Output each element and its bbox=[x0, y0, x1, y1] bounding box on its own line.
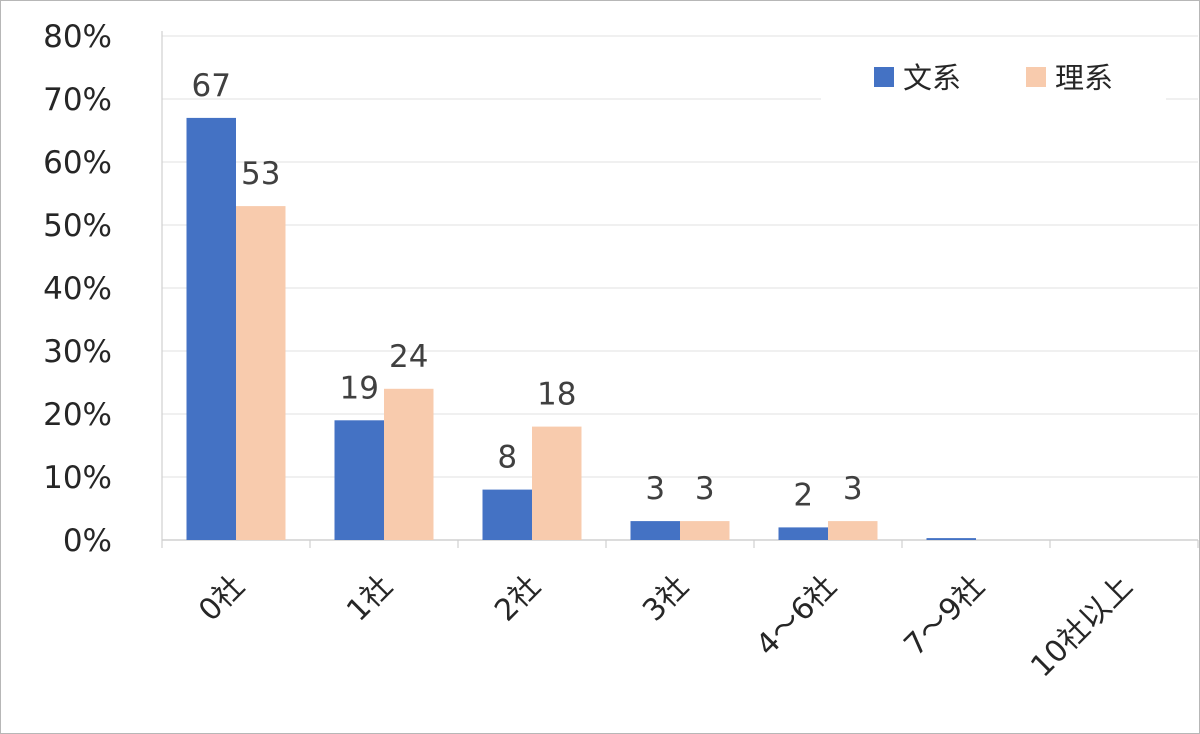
bar-理系 bbox=[236, 206, 286, 540]
y-tick-label: 70% bbox=[43, 82, 112, 118]
bar-理系 bbox=[828, 521, 878, 540]
bar-文系 bbox=[482, 489, 532, 540]
y-tick-label: 20% bbox=[43, 397, 112, 433]
data-label: 18 bbox=[537, 377, 576, 413]
y-tick-label: 80% bbox=[43, 19, 112, 55]
data-label: 3 bbox=[645, 471, 665, 507]
bar-文系 bbox=[926, 538, 976, 540]
x-category-label: 10社以上 bbox=[1024, 569, 1139, 684]
legend-label: 文系 bbox=[903, 61, 961, 95]
y-tick-label: 50% bbox=[43, 208, 112, 244]
bar-理系 bbox=[680, 521, 730, 540]
x-category-label: 7～9社 bbox=[897, 569, 991, 663]
data-label: 3 bbox=[695, 471, 715, 507]
data-label: 19 bbox=[340, 370, 379, 406]
gridlines bbox=[162, 35, 1198, 478]
bar-文系 bbox=[334, 420, 384, 540]
bar-文系 bbox=[630, 521, 680, 540]
x-category-label: 4～6社 bbox=[749, 569, 843, 663]
y-tick-label: 10% bbox=[43, 460, 112, 496]
x-category-label: 1社 bbox=[340, 569, 399, 628]
legend-label: 理系 bbox=[1055, 61, 1113, 95]
x-category-label: 0社 bbox=[192, 569, 251, 628]
bar-理系 bbox=[532, 426, 582, 540]
data-label: 2 bbox=[793, 477, 813, 513]
bar-文系 bbox=[186, 117, 236, 541]
legend: 文系 理系 bbox=[821, 51, 1166, 109]
x-category-label: 3社 bbox=[636, 569, 695, 628]
x-category-label: 2社 bbox=[488, 569, 547, 628]
bars bbox=[186, 117, 976, 541]
bar-理系 bbox=[384, 388, 434, 540]
y-tick-label: 40% bbox=[43, 271, 112, 307]
data-label: 53 bbox=[241, 156, 280, 192]
y-tick-label: 60% bbox=[43, 145, 112, 181]
data-label: 67 bbox=[192, 68, 231, 104]
legend-swatch bbox=[874, 67, 894, 87]
data-label: 24 bbox=[389, 339, 428, 375]
legend-swatch bbox=[1026, 67, 1046, 87]
y-tick-label: 0% bbox=[63, 523, 112, 559]
legend-box bbox=[821, 51, 1166, 109]
data-label: 3 bbox=[843, 471, 863, 507]
data-label: 8 bbox=[497, 440, 517, 476]
bar-文系 bbox=[778, 527, 828, 540]
y-tick-label: 30% bbox=[43, 334, 112, 370]
